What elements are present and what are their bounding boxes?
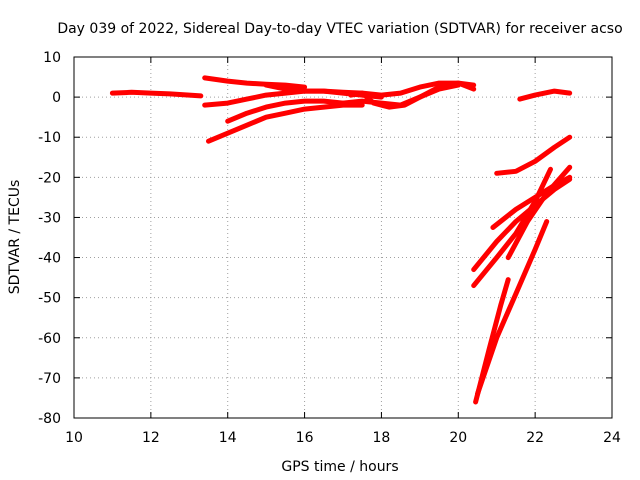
series-line: [471, 166, 553, 289]
x-tick-label: 14: [219, 430, 237, 446]
y-tick-label: -80: [38, 411, 61, 427]
y-tick-label: 10: [43, 50, 61, 66]
series-group: [109, 75, 573, 405]
plot-frame: [73, 56, 613, 419]
y-axis-label: SDTVAR / TECUs: [7, 180, 23, 295]
series-line: [494, 134, 573, 176]
x-tick-label: 16: [296, 430, 314, 446]
series-line: [475, 219, 550, 397]
x-axis-label: GPS time / hours: [281, 459, 398, 475]
series-line: [263, 80, 477, 98]
y-tick-label: -20: [38, 170, 61, 186]
series-line: [517, 88, 573, 102]
y-tick-label: -40: [38, 251, 61, 267]
series-line: [348, 82, 461, 110]
series-line: [225, 98, 346, 124]
series-line: [109, 89, 204, 99]
gridlines: [74, 57, 612, 418]
x-tick-label: 12: [142, 430, 160, 446]
y-tick-label: -70: [38, 371, 61, 387]
chart-title: Day 039 of 2022, Sidereal Day-to-day VTE…: [57, 21, 622, 37]
x-tick-label: 18: [373, 430, 391, 446]
y-tick-label: -60: [38, 331, 61, 347]
series-line: [202, 75, 308, 90]
series-line: [206, 102, 365, 144]
series-line: [505, 164, 573, 261]
x-tick-label: 24: [603, 430, 621, 446]
y-tick-label: -10: [38, 130, 61, 146]
x-tick-label: 20: [449, 430, 467, 446]
x-tick-label: 10: [65, 430, 83, 446]
y-tick-label: -30: [38, 210, 61, 226]
axis-ticks: 10 12 14 16 18 20 22 24 -80 -70 -60 -50 -40 -30 -20 -10…: [38, 50, 621, 446]
y-tick-label: -50: [38, 291, 61, 307]
x-tick-label: 22: [526, 430, 544, 446]
y-tick-label: 0: [52, 90, 61, 106]
